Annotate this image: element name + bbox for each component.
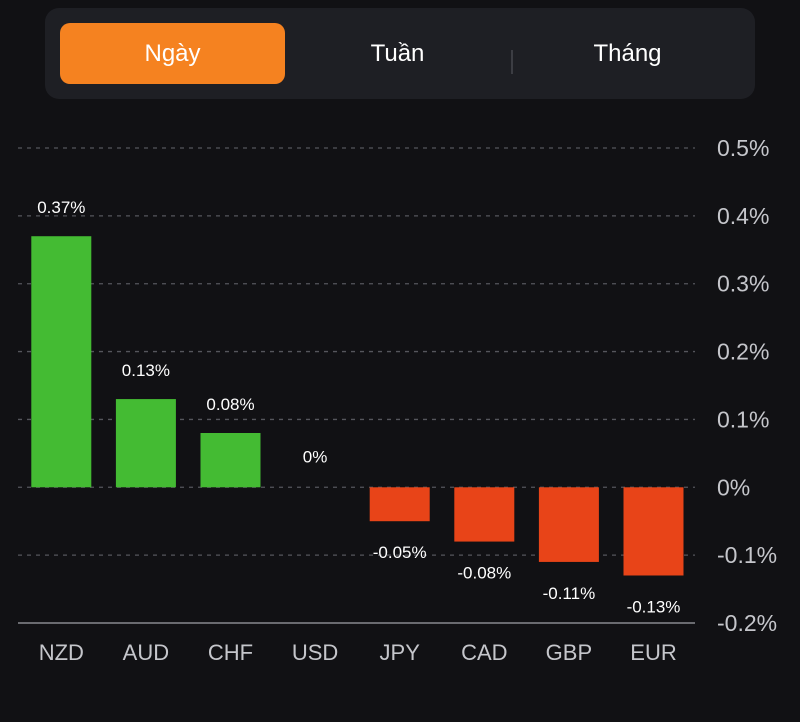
x-tick-label-jpy: JPY bbox=[380, 640, 421, 665]
x-tick-label-gbp: GBP bbox=[546, 640, 592, 665]
x-tick-label-nzd: NZD bbox=[39, 640, 84, 665]
x-tick-label-usd: USD bbox=[292, 640, 338, 665]
data-label-jpy: -0.05% bbox=[373, 543, 427, 562]
data-labels: 0.37% 0.13% 0.08% 0% -0.05% -0.08% -0.11% -0.13… bbox=[37, 198, 680, 616]
data-label-gbp: -0.11% bbox=[543, 584, 596, 603]
data-label-aud: 0.13% bbox=[122, 361, 170, 380]
tab-month[interactable]: Tháng bbox=[593, 39, 662, 67]
bars bbox=[31, 236, 684, 576]
x-tick-label-eur: EUR bbox=[630, 640, 676, 665]
y-tick-label: 0.5% bbox=[717, 135, 769, 161]
data-label-usd: 0% bbox=[303, 447, 328, 466]
y-tick-label: -0.1% bbox=[717, 542, 777, 568]
bar-cad bbox=[454, 487, 515, 542]
data-label-chf: 0.08% bbox=[206, 395, 254, 414]
y-tick-label: 0.1% bbox=[717, 406, 769, 432]
y-tick-label: 0.4% bbox=[717, 203, 769, 229]
data-label-eur: -0.13% bbox=[627, 598, 681, 617]
data-label-cad: -0.08% bbox=[457, 564, 511, 583]
y-tick-label: 0.2% bbox=[717, 339, 769, 365]
period-tab-bar: Ngày Tuần Tháng bbox=[45, 8, 755, 99]
y-tick-label: 0% bbox=[717, 474, 750, 500]
bar-aud bbox=[115, 399, 176, 488]
bar-eur bbox=[623, 487, 684, 576]
x-tick-label-cad: CAD bbox=[461, 640, 507, 665]
bar-gbp bbox=[538, 487, 599, 562]
grid-lines bbox=[18, 147, 695, 624]
tab-day[interactable]: Ngày bbox=[60, 23, 285, 84]
y-tick-label: -0.2% bbox=[717, 610, 777, 636]
y-tick-label: 0.3% bbox=[717, 271, 769, 297]
y-axis-ticks: 0.5% 0.4% 0.3% 0.2% 0.1% 0% -0.1% -0.2% bbox=[717, 135, 777, 636]
data-label-nzd: 0.37% bbox=[37, 198, 85, 217]
bar-chf bbox=[200, 433, 261, 488]
tab-week[interactable]: Tuần bbox=[370, 39, 425, 67]
bar-jpy bbox=[369, 487, 430, 522]
x-axis-ticks: NZD AUD CHF USD JPY CAD GBP EUR bbox=[39, 640, 677, 665]
x-tick-label-chf: CHF bbox=[208, 640, 253, 665]
tab-divider bbox=[511, 50, 513, 74]
bar-nzd bbox=[31, 236, 92, 488]
x-tick-label-aud: AUD bbox=[123, 640, 169, 665]
